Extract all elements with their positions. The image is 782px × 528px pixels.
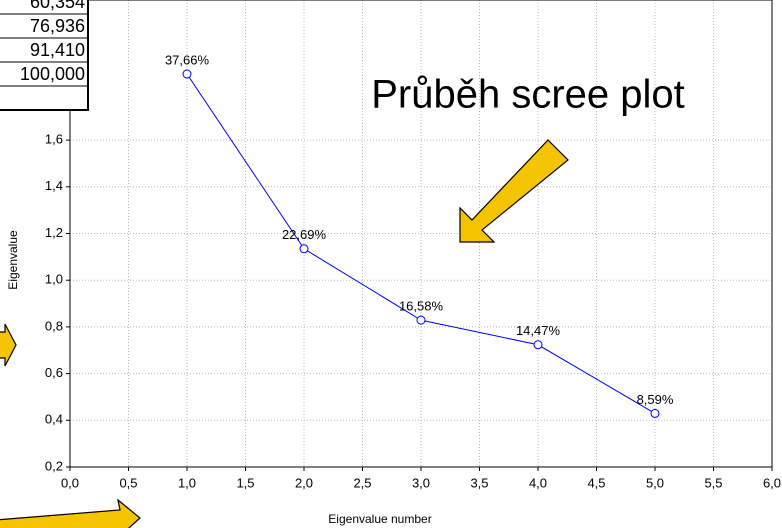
point xyxy=(416,315,426,325)
point-label: 16,58% xyxy=(399,299,444,314)
x-tick-label: 2,0 xyxy=(295,475,313,490)
x-tick-label: 1,0 xyxy=(178,475,196,490)
table-cell: 100,000 xyxy=(20,64,85,84)
point-label: 22,69% xyxy=(282,227,327,242)
y-tick-label: 1,4 xyxy=(45,178,63,193)
arrow xyxy=(459,139,569,243)
x-tick-label: 4,0 xyxy=(529,475,547,490)
x-tick-label: 3,0 xyxy=(412,475,430,490)
point-label: 14,47% xyxy=(516,323,561,338)
y-tick-label: 0,2 xyxy=(45,458,63,473)
point xyxy=(299,244,309,254)
table-cell: 60,354 xyxy=(30,0,85,12)
table-frame xyxy=(0,0,89,111)
y-tick-label: 0,8 xyxy=(45,318,63,333)
y-tick-label: 1,0 xyxy=(45,272,63,287)
y-axis-title: Eigenvalue xyxy=(6,230,20,290)
table-cell: 91,410 xyxy=(30,40,85,60)
x-tick-label: 2,5 xyxy=(353,475,371,490)
x-tick-label: 1,5 xyxy=(236,475,254,490)
table-cell: 76,936 xyxy=(30,16,85,36)
y-tick-label: 1,6 xyxy=(45,132,63,147)
x-tick-label: 6,0 xyxy=(763,475,781,490)
x-tick-label: 0,0 xyxy=(61,475,79,490)
point-label: 37,66% xyxy=(165,52,210,67)
point-label: 8,59% xyxy=(637,392,674,407)
point xyxy=(650,408,660,418)
annotation: Průběh scree plot xyxy=(371,73,685,117)
point xyxy=(533,340,543,350)
arrow xyxy=(0,323,17,367)
y-tick-label: 0,6 xyxy=(45,365,63,380)
x-tick-label: 5,5 xyxy=(704,475,722,490)
x-tick-label: 4,5 xyxy=(587,475,605,490)
x-tick-label: 5,0 xyxy=(646,475,664,490)
x-axis-title: Eigenvalue number xyxy=(328,512,431,526)
x-tick-label: 0,5 xyxy=(119,475,137,490)
table: 60,354 76,936 91,410 100,000 xyxy=(0,0,89,111)
point xyxy=(182,69,192,79)
grid xyxy=(69,0,773,468)
y-tick-label: 0,4 xyxy=(45,412,63,427)
y-tick-label: 1,2 xyxy=(45,225,63,240)
arrow xyxy=(0,498,141,528)
x-tick-label: 3,5 xyxy=(470,475,488,490)
